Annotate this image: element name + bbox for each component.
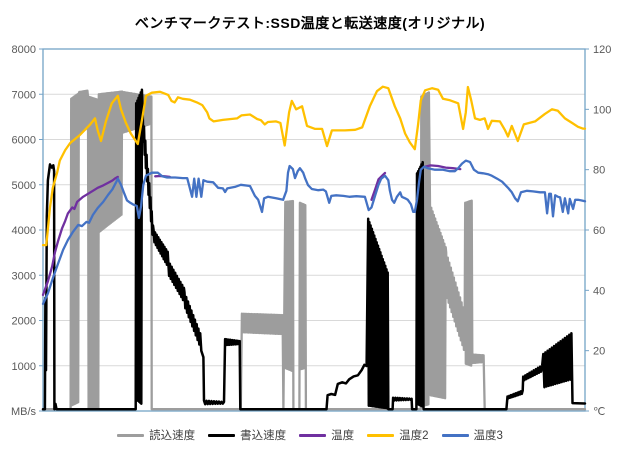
series-line-温度 xyxy=(41,175,119,297)
legend-item-temperature2: 温度2 xyxy=(367,427,429,443)
y-axis-left-label: 4000 xyxy=(12,225,36,237)
y-axis-right-label: 120 xyxy=(593,44,611,56)
legend-label: 温度2 xyxy=(399,430,429,442)
legend-item-temperature: 温度 xyxy=(299,427,354,443)
series-line-温度 xyxy=(422,164,462,171)
legend-line-swatch xyxy=(441,433,469,437)
y-axis-left-label: MB/s xyxy=(11,406,37,418)
legend-line-swatch xyxy=(117,433,145,437)
legend: 読込速度 書込速度 温度 温度2 温度3 xyxy=(0,427,620,443)
legend-label: 書込速度 xyxy=(240,430,287,442)
y-axis-right-label: ℃ xyxy=(593,406,605,418)
legend-item-temperature3: 温度3 xyxy=(441,427,503,443)
y-axis-right-label: 100 xyxy=(593,104,611,116)
series-line-温度2 xyxy=(41,85,587,247)
y-axis-left-label: 1000 xyxy=(12,361,36,373)
legend-label: 温度3 xyxy=(473,430,503,442)
y-axis-right-label: 60 xyxy=(593,225,605,237)
y-axis-left-label: 7000 xyxy=(12,89,36,101)
series-line-温度 xyxy=(370,171,387,201)
legend-line-swatch xyxy=(299,433,327,437)
y-axis-right-label: 80 xyxy=(593,165,605,177)
series-line-温度3 xyxy=(41,159,587,306)
legend-line-swatch xyxy=(208,433,236,437)
chart-title: ベンチマークテスト:SSD温度と転送速度(オリジナル) xyxy=(134,15,486,31)
y-axis-left-label: 3000 xyxy=(12,270,36,282)
y-axis-left-label: 6000 xyxy=(12,135,36,147)
legend-item-write-speed: 書込速度 xyxy=(208,427,286,443)
y-axis-right-label: 40 xyxy=(593,285,605,297)
legend-line-swatch xyxy=(367,433,395,437)
legend-label: 読込速度 xyxy=(149,430,196,442)
legend-label: 温度 xyxy=(331,430,355,442)
y-axis-right-label: 20 xyxy=(593,346,605,358)
y-axis-left-label: 5000 xyxy=(12,180,36,192)
legend-item-read-speed: 読込速度 xyxy=(117,427,195,443)
y-axis-left-label: 8000 xyxy=(12,44,36,56)
series-line-読込速度 xyxy=(41,89,587,411)
y-axis-left-label: 2000 xyxy=(12,316,36,328)
series-line-書込速度 xyxy=(41,88,587,411)
